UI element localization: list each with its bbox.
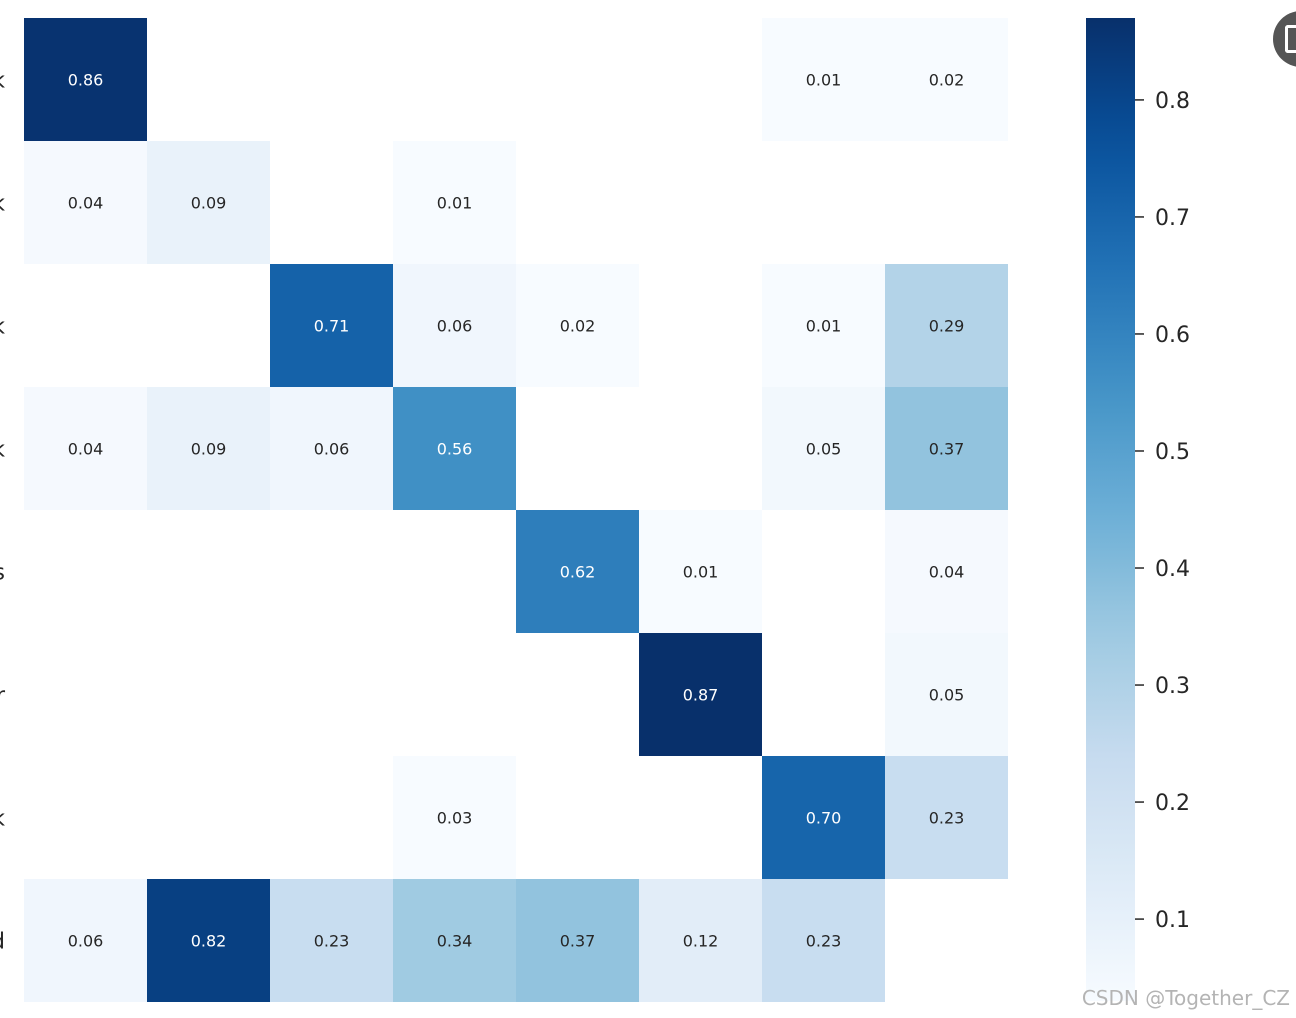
cell-value-label: 0.86 [68, 71, 104, 90]
cell-value-label: 0.62 [560, 563, 596, 582]
row-tick-labels: k k k k s r k d [0, 69, 6, 955]
heatmap-cell-r0-c0 [24, 18, 147, 141]
cell-value-label: 0.70 [806, 809, 842, 828]
cell-value-label: 0.23 [314, 932, 350, 951]
expand-icon[interactable] [1273, 11, 1296, 67]
cell-value-label: 0.05 [806, 440, 842, 459]
cell-value-label: 0.34 [437, 932, 473, 951]
heatmap-cell-r5-c5 [639, 633, 762, 756]
row-tick-label: r [0, 684, 6, 709]
heatmap-cell-r0-c7 [885, 18, 1008, 141]
heatmap-cell-r1-c1 [147, 141, 270, 264]
cell-value-label: 0.04 [68, 194, 104, 213]
heatmap-cell-r2-c6 [762, 264, 885, 387]
cell-value-label: 0.04 [68, 440, 104, 459]
heatmap-cell-r6-c3 [393, 756, 516, 879]
heatmap-cell-r3-c3 [393, 387, 516, 510]
heatmap-cell-r5-c7 [885, 633, 1008, 756]
heatmap-cell-r4-c7 [885, 510, 1008, 633]
heatmap-cell-r7-c2 [270, 879, 393, 1002]
cell-value-label: 0.87 [683, 686, 719, 705]
heatmap-cell-r7-c1 [147, 879, 270, 1002]
row-tick-label: k [0, 69, 5, 94]
heatmap-cell-r2-c4 [516, 264, 639, 387]
heatmap-cell-r2-c7 [885, 264, 1008, 387]
colorbar-tick-label: 0.8 [1155, 89, 1190, 114]
heatmap-cell-r7-c4 [516, 879, 639, 1002]
cell-value-label: 0.01 [683, 563, 719, 582]
cell-value-label: 0.06 [314, 440, 350, 459]
heatmap-cell-r3-c0 [24, 387, 147, 510]
heatmap-cell-r7-c5 [639, 879, 762, 1002]
cell-value-label: 0.71 [314, 317, 350, 336]
cell-value-label: 0.23 [929, 809, 965, 828]
cell-value-label: 0.09 [191, 194, 227, 213]
heatmap-cell-r7-c3 [393, 879, 516, 1002]
heatmap-cell-r4-c4 [516, 510, 639, 633]
heatmap-cell-r6-c7 [885, 756, 1008, 879]
cell-value-label: 0.04 [929, 563, 965, 582]
heatmap-cell-r2-c2 [270, 264, 393, 387]
colorbar-tick-label: 0.4 [1155, 557, 1190, 582]
heatmap-cell-r1-c3 [393, 141, 516, 264]
cell-value-label: 0.01 [806, 317, 842, 336]
colorbar-tick-label: 0.7 [1155, 206, 1190, 231]
heatmap-cell-r0-c6 [762, 18, 885, 141]
cell-value-label: 0.37 [929, 440, 965, 459]
cell-value-label: 0.82 [191, 932, 227, 951]
cell-value-label: 0.06 [68, 932, 104, 951]
row-tick-label: k [0, 315, 5, 340]
heatmap-cell-r7-c0 [24, 879, 147, 1002]
watermark: CSDN @Together_CZ [1081, 986, 1290, 1010]
colorbar-tick-label: 0.3 [1155, 674, 1190, 699]
row-tick-label: k [0, 192, 5, 217]
colorbar-tick-label: 0.5 [1155, 440, 1190, 465]
colorbar-tick-label: 0.2 [1155, 791, 1190, 816]
cell-value-label: 0.29 [929, 317, 965, 336]
row-tick-label: d [0, 930, 5, 955]
cell-value-label: 0.56 [437, 440, 473, 459]
cell-value-label: 0.02 [929, 71, 965, 90]
row-tick-label: k [0, 807, 5, 832]
row-tick-label: k [0, 438, 5, 463]
cell-value-label: 0.02 [560, 317, 596, 336]
cell-value-label: 0.01 [437, 194, 473, 213]
heatmap-cell-r3-c1 [147, 387, 270, 510]
heatmap-cells: 0.86 0.01 0.02 0.04 0.09 0.01 0.71 0.06 0.02 0.01… [24, 18, 1008, 1002]
cell-value-label: 0.12 [683, 932, 719, 951]
heatmap-cell-r7-c6 [762, 879, 885, 1002]
cell-value-label: 0.06 [437, 317, 473, 336]
colorbar-gradient [1086, 18, 1135, 1001]
colorbar-tick-label: 0.6 [1155, 323, 1190, 348]
heatmap-cell-r3-c6 [762, 387, 885, 510]
colorbar-tick-label: 0.1 [1155, 908, 1190, 933]
heatmap-cell-r3-c7 [885, 387, 1008, 510]
heatmap-cell-r4-c5 [639, 510, 762, 633]
heatmap-cell-r3-c2 [270, 387, 393, 510]
heatmap-cell-r1-c0 [24, 141, 147, 264]
cell-value-label: 0.23 [806, 932, 842, 951]
cell-value-label: 0.09 [191, 440, 227, 459]
cell-value-label: 0.03 [437, 809, 473, 828]
row-tick-label: s [0, 561, 5, 586]
cell-value-label: 0.01 [806, 71, 842, 90]
heatmap-cell-r2-c3 [393, 264, 516, 387]
heatmap-cell-r6-c6 [762, 756, 885, 879]
cell-value-label: 0.37 [560, 932, 596, 951]
colorbar: 0.1 0.2 0.3 0.4 0.5 0.6 0.7 0.8 [1086, 18, 1190, 1001]
cell-value-label: 0.05 [929, 686, 965, 705]
